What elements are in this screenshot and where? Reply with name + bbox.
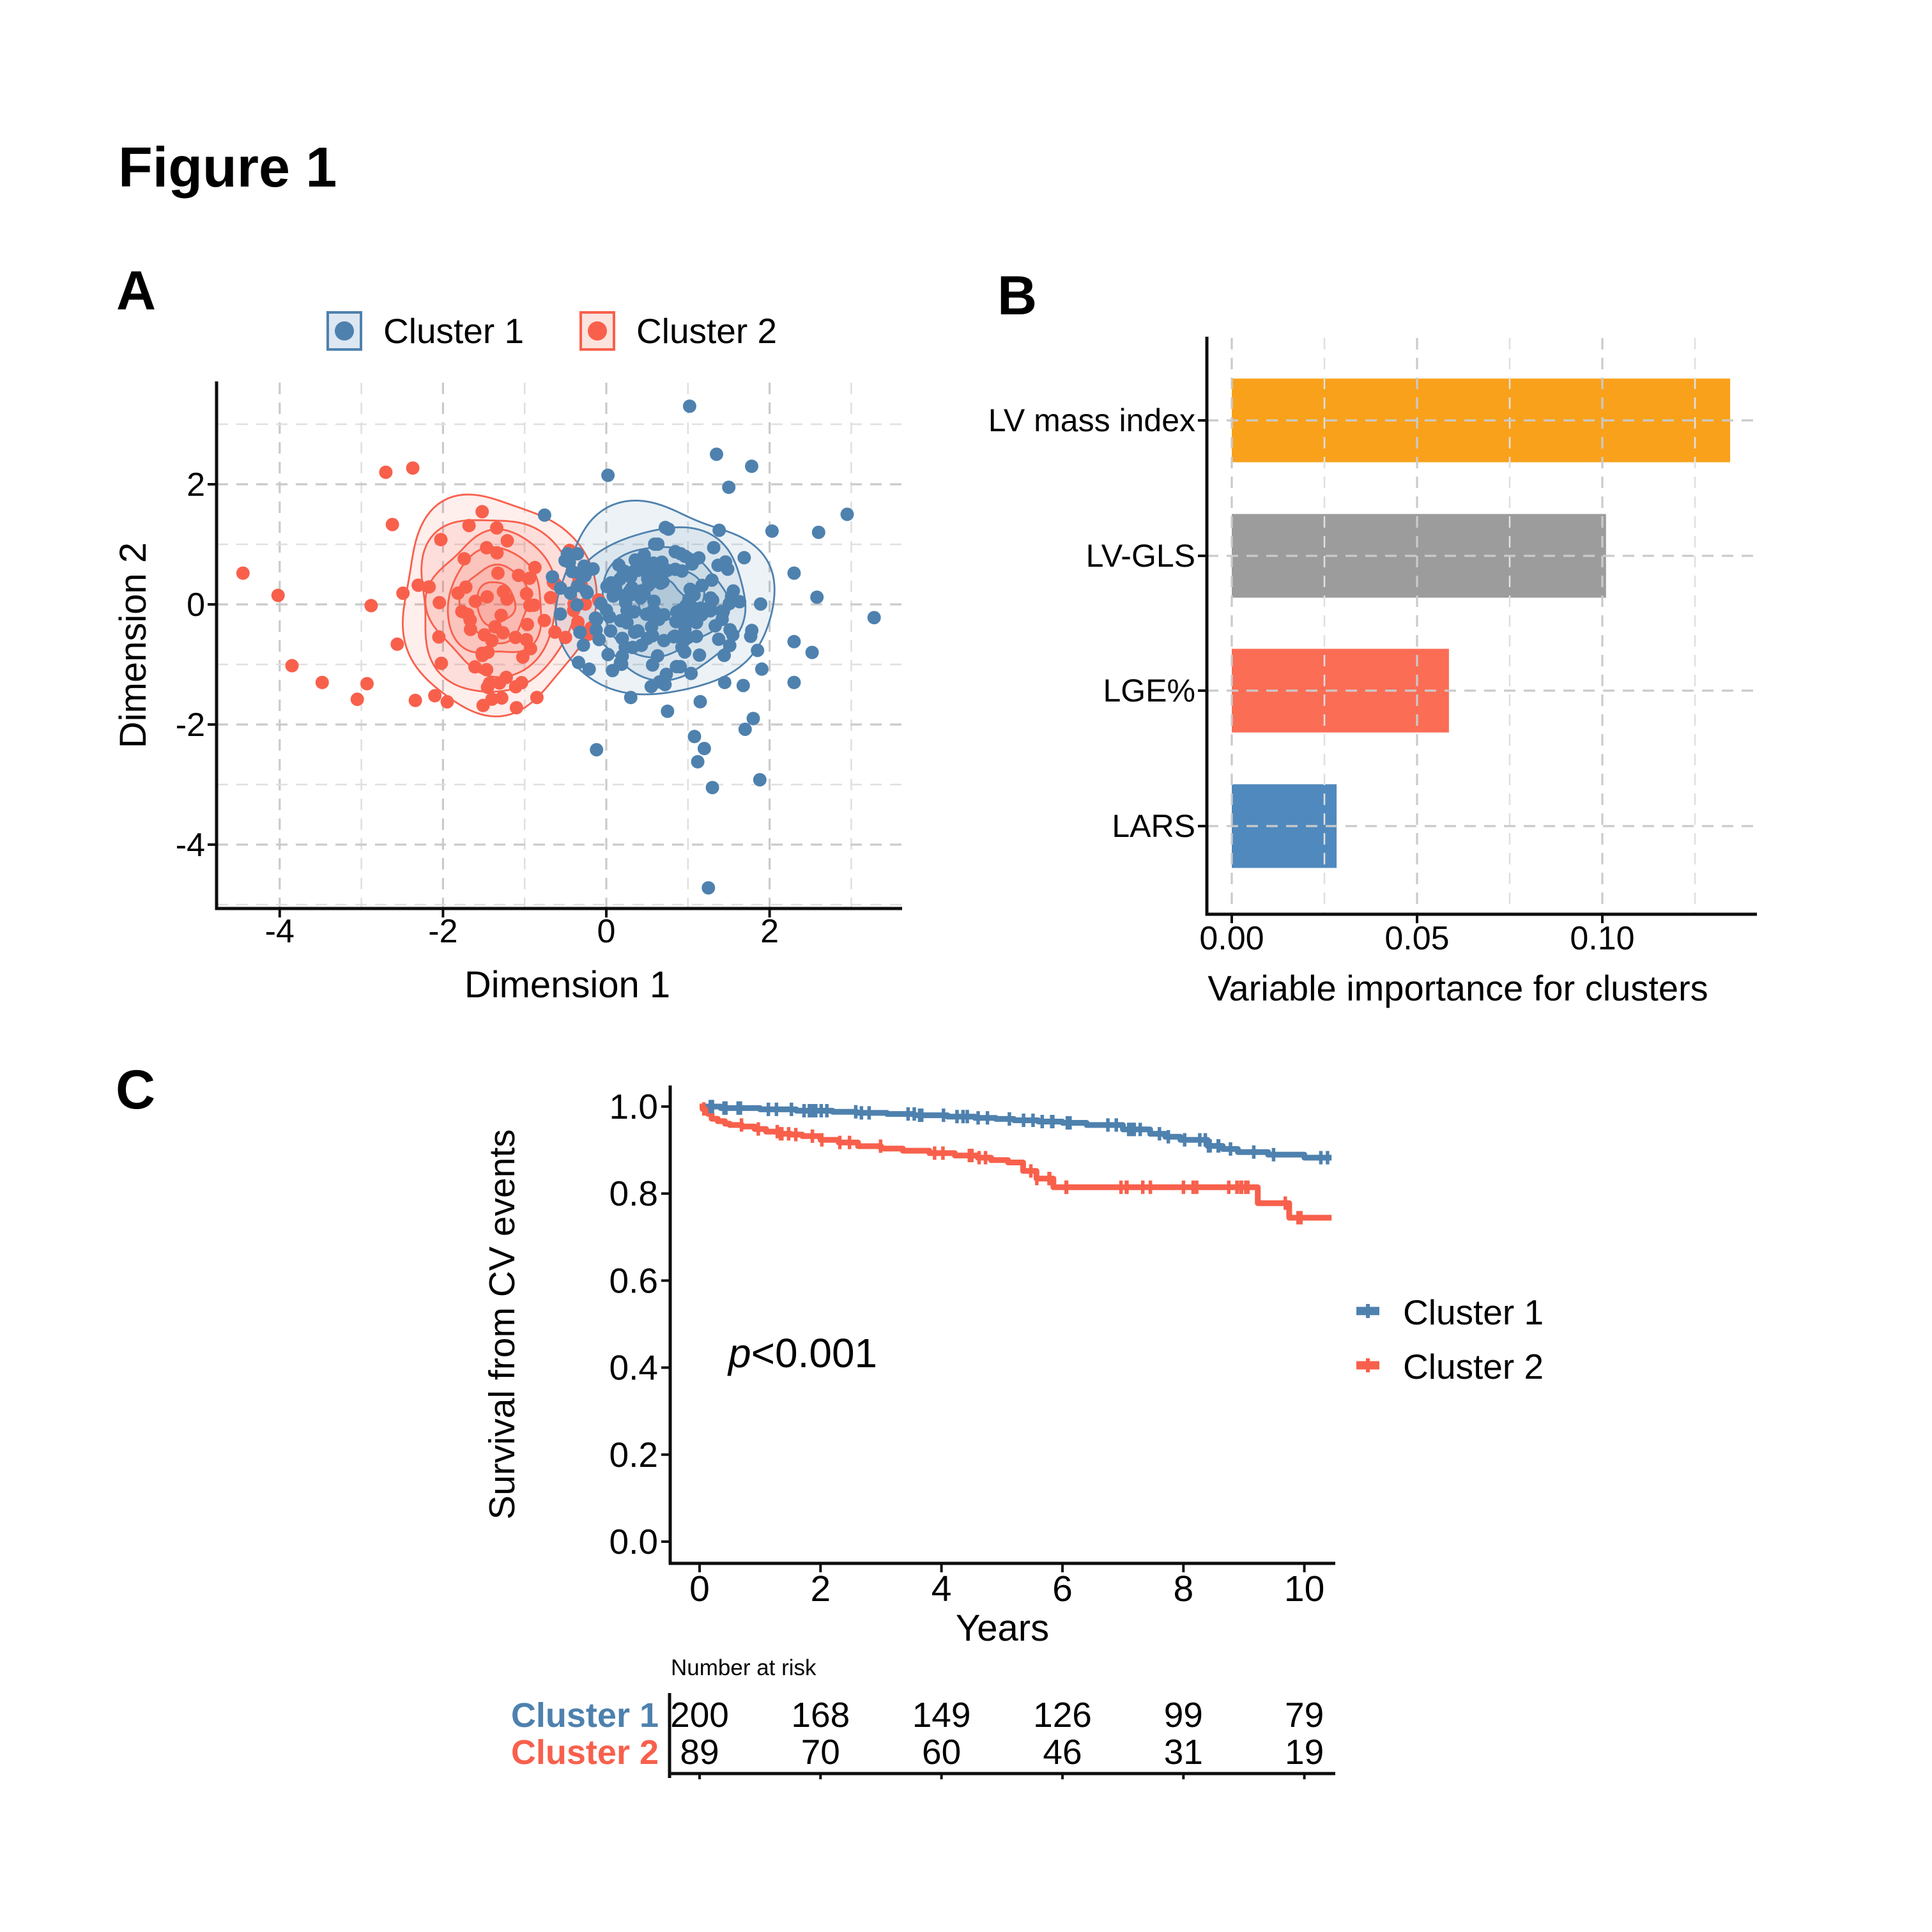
svg-text:0.0: 0.0 (610, 1522, 658, 1561)
svg-text:LARS: LARS (1112, 808, 1195, 844)
svg-text:C: C (116, 1059, 155, 1121)
svg-text:Cluster 2: Cluster 2 (511, 1733, 659, 1772)
svg-text:LV mass index: LV mass index (988, 402, 1195, 438)
svg-text:0.2: 0.2 (610, 1435, 658, 1475)
svg-text:2: 2 (187, 466, 205, 503)
svg-text:46: 46 (1043, 1732, 1082, 1772)
svg-text:99: 99 (1164, 1695, 1203, 1735)
svg-text:60: 60 (922, 1732, 961, 1772)
svg-text:Figure 1: Figure 1 (118, 135, 337, 199)
svg-text:-2: -2 (428, 913, 457, 950)
svg-text:LGE%: LGE% (1103, 673, 1195, 709)
svg-text:Cluster 2: Cluster 2 (1403, 1347, 1544, 1386)
svg-text:1.0: 1.0 (610, 1087, 658, 1126)
svg-text:168: 168 (791, 1695, 850, 1735)
svg-text:19: 19 (1285, 1732, 1324, 1772)
svg-text:0.8: 0.8 (610, 1174, 658, 1213)
svg-text:89: 89 (680, 1732, 719, 1772)
svg-text:0.4: 0.4 (610, 1348, 658, 1388)
svg-text:8: 8 (1173, 1568, 1193, 1609)
svg-text:0.05: 0.05 (1384, 920, 1449, 957)
svg-text:70: 70 (801, 1732, 840, 1772)
svg-text:Years: Years (956, 1607, 1049, 1649)
svg-text:Cluster 1: Cluster 1 (1403, 1292, 1544, 1332)
svg-text:Number at risk: Number at risk (671, 1655, 816, 1680)
svg-text:LV-GLS: LV-GLS (1086, 538, 1195, 574)
svg-text:B: B (997, 265, 1037, 326)
svg-text:-2: -2 (176, 707, 205, 744)
svg-text:Dimension 2: Dimension 2 (112, 542, 154, 748)
svg-text:6: 6 (1052, 1568, 1073, 1609)
svg-text:Variable importance for cluste: Variable importance for clusters (1208, 968, 1708, 1008)
svg-text:4: 4 (931, 1568, 952, 1609)
svg-text:-4: -4 (265, 913, 295, 950)
svg-text:149: 149 (912, 1695, 971, 1735)
svg-text:p<0.001: p<0.001 (727, 1330, 877, 1376)
svg-text:2: 2 (810, 1568, 831, 1609)
svg-text:Cluster 1: Cluster 1 (383, 311, 524, 351)
svg-text:79: 79 (1285, 1695, 1324, 1735)
svg-text:200: 200 (670, 1695, 729, 1735)
svg-text:2: 2 (760, 913, 779, 950)
svg-text:Survival from CV events: Survival from CV events (482, 1129, 523, 1519)
svg-text:31: 31 (1164, 1732, 1203, 1772)
svg-text:10: 10 (1284, 1568, 1324, 1609)
svg-text:0: 0 (597, 913, 616, 950)
svg-text:Dimension 1: Dimension 1 (464, 964, 670, 1006)
svg-text:126: 126 (1033, 1695, 1092, 1735)
svg-text:A: A (116, 260, 156, 321)
svg-text:0.00: 0.00 (1199, 920, 1264, 957)
svg-text:Cluster 2: Cluster 2 (636, 311, 777, 351)
svg-text:-4: -4 (176, 827, 205, 864)
svg-text:0.6: 0.6 (610, 1261, 658, 1300)
svg-text:0: 0 (187, 586, 205, 624)
svg-text:Cluster 1: Cluster 1 (511, 1696, 659, 1735)
svg-text:0: 0 (689, 1568, 710, 1609)
svg-text:0.10: 0.10 (1570, 920, 1634, 957)
